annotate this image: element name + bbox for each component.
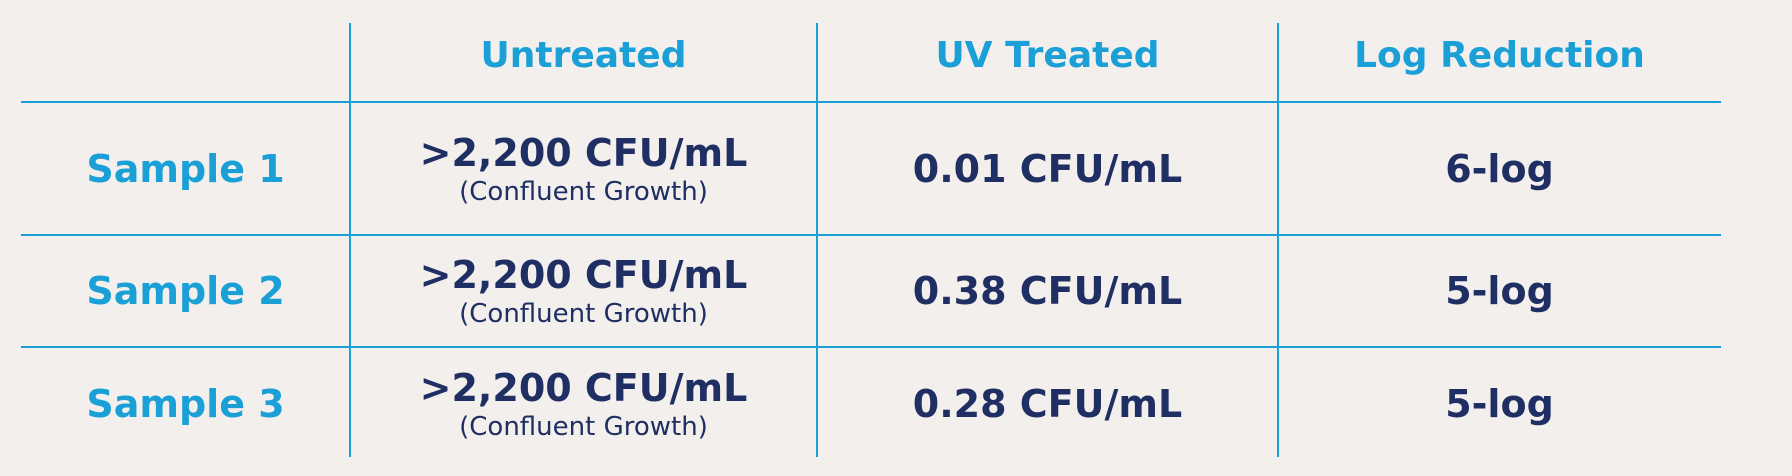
uv-cell: 0.01 CFU/mL xyxy=(817,102,1278,235)
column-divider xyxy=(1277,23,1279,457)
row-divider xyxy=(21,234,1721,236)
row-divider xyxy=(21,346,1721,348)
column-header: Log Reduction xyxy=(1354,34,1645,76)
row-divider xyxy=(21,101,1721,103)
header-cell: UV Treated xyxy=(817,10,1278,100)
untreated-value: >2,200 CFU/mL xyxy=(419,130,748,175)
log-reduction-value: 5-log xyxy=(1445,269,1554,313)
untreated-value: >2,200 CFU/mL xyxy=(419,365,748,410)
row-label: Sample 3 xyxy=(86,381,285,426)
untreated-note: (Confluent Growth) xyxy=(459,176,708,207)
untreated-cell: >2,200 CFU/mL (Confluent Growth) xyxy=(350,102,817,235)
log-reduction-value: 6-log xyxy=(1445,146,1554,191)
log-cell: 5-log xyxy=(1278,347,1721,460)
untreated-note: (Confluent Growth) xyxy=(459,411,708,442)
uv-cell: 0.38 CFU/mL xyxy=(817,235,1278,347)
row-label-cell: Sample 3 xyxy=(21,347,350,460)
log-cell: 5-log xyxy=(1278,235,1721,347)
untreated-cell: >2,200 CFU/mL (Confluent Growth) xyxy=(350,347,817,460)
row-label-cell: Sample 1 xyxy=(21,102,350,235)
header-cell: Untreated xyxy=(350,10,817,100)
log-reduction-value: 5-log xyxy=(1445,381,1554,426)
column-divider xyxy=(349,23,351,457)
row-label-cell: Sample 2 xyxy=(21,235,350,347)
uv-cell: 0.28 CFU/mL xyxy=(817,347,1278,460)
column-header: UV Treated xyxy=(935,34,1160,76)
row-label: Sample 2 xyxy=(86,269,285,313)
uv-treated-value: 0.38 CFU/mL xyxy=(912,269,1183,313)
uv-treated-value: 0.28 CFU/mL xyxy=(912,381,1183,426)
untreated-value: >2,200 CFU/mL xyxy=(419,253,748,297)
column-divider xyxy=(816,23,818,457)
untreated-cell: >2,200 CFU/mL (Confluent Growth) xyxy=(350,235,817,347)
column-header: Untreated xyxy=(480,34,687,76)
uv-treated-value: 0.01 CFU/mL xyxy=(912,146,1183,191)
header-cell: Log Reduction xyxy=(1278,10,1721,100)
untreated-note: (Confluent Growth) xyxy=(459,299,708,329)
log-cell: 6-log xyxy=(1278,102,1721,235)
row-label: Sample 1 xyxy=(86,146,285,191)
